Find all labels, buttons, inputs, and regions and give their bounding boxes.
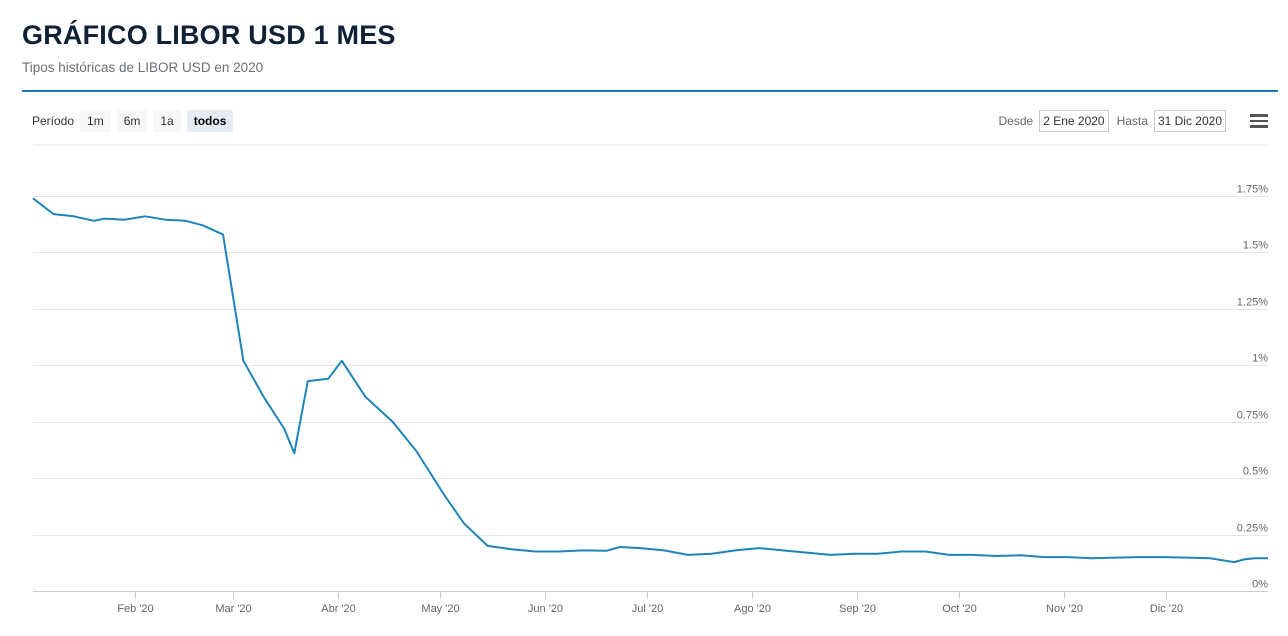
x-tick-label: Feb '20 <box>117 603 153 615</box>
y-axis-labels: 0% 0.25% 0.5% 0.75% 1% 1.25% 1.5% 1.75% <box>1237 184 1268 591</box>
y-tick-label: 1.25% <box>1237 297 1268 309</box>
line-chart: 0% 0.25% 0.5% 0.75% 1% 1.25% 1.5% 1.75% Feb '20… <box>32 144 1268 615</box>
x-tick-label: Oct '20 <box>942 603 977 615</box>
date-from-label: Desde <box>998 114 1034 128</box>
range-button-6m[interactable]: 6m <box>116 110 148 132</box>
range-selector: Período 1m 6m 1a todos <box>32 110 239 132</box>
x-tick-label: Abr '20 <box>321 603 356 615</box>
range-selector-label: Período <box>32 114 75 128</box>
x-tick-label: May '20 <box>421 603 459 615</box>
date-from-input[interactable]: 2 Ene 2020 <box>1039 110 1109 132</box>
x-tick-label: Jun '20 <box>528 603 563 615</box>
x-tick-label: Jul '20 <box>632 603 663 615</box>
x-tick-label: Mar '20 <box>215 603 251 615</box>
hamburger-menu-icon[interactable] <box>1250 114 1268 128</box>
page-subtitle: Tipos históricas de LIBOR USD en 2020 <box>22 60 264 75</box>
x-axis-labels: Feb '20 Mar '20 Abr '20 May '20 Jun '20 Jul '… <box>117 591 1183 615</box>
series-line <box>32 197 1268 564</box>
page-title: GRÁFICO LIBOR USD 1 MES <box>22 20 396 50</box>
y-tick-label: 1.5% <box>1243 240 1268 252</box>
range-button-1m[interactable]: 1m <box>80 110 111 132</box>
y-tick-label: 1.75% <box>1237 184 1268 196</box>
range-button-1a[interactable]: 1a <box>153 110 181 132</box>
y-tick-label: 1% <box>1252 353 1268 365</box>
x-tick-label: Ago '20 <box>734 603 771 615</box>
x-tick-label: Dic '20 <box>1150 603 1183 615</box>
title-divider <box>22 90 1278 92</box>
date-to-input[interactable]: 31 Dic 2020 <box>1153 110 1226 132</box>
range-button-todos[interactable]: todos <box>186 110 234 132</box>
x-tick-label: Nov '20 <box>1046 603 1083 615</box>
date-to-label: Hasta <box>1116 114 1148 128</box>
date-range: Desde 2 Ene 2020 Hasta 31 Dic 2020 <box>999 110 1226 132</box>
grid-lines <box>33 144 1268 592</box>
y-tick-label: 0.25% <box>1237 523 1268 535</box>
x-tick-label: Sep '20 <box>839 603 876 615</box>
y-tick-label: 0.5% <box>1243 466 1268 478</box>
y-tick-label: 0% <box>1252 579 1268 591</box>
y-tick-label: 0.75% <box>1237 410 1268 422</box>
